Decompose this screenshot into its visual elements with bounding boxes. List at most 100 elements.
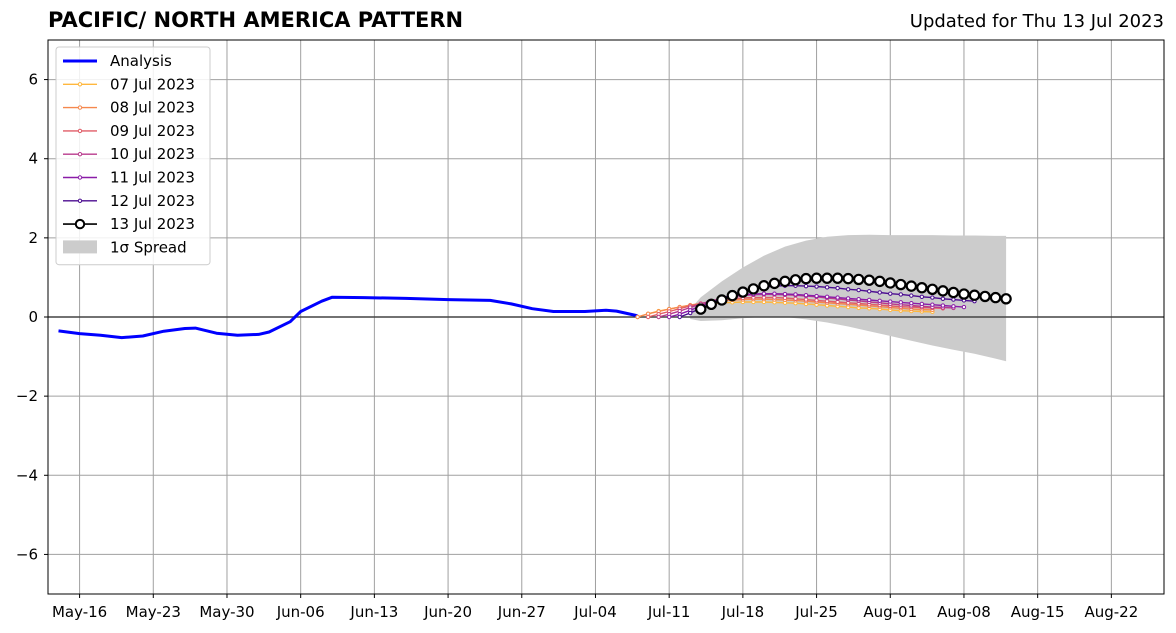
legend-entry: 09 Jul 2023 [63,122,195,140]
legend-entry: 08 Jul 2023 [63,99,195,117]
forecast-point [814,298,819,303]
forecast-point [803,293,809,298]
forecast-point [779,275,791,288]
forecast-point [845,287,851,292]
legend-marker [77,105,83,110]
legend-marker [77,82,83,87]
legend-swatch [63,240,97,254]
forecast-point [852,273,865,286]
forecast-point [947,286,960,299]
forecast-point [842,272,854,285]
x-tick-label: Aug-01 [863,603,917,621]
y-tick-label: −2 [16,387,38,405]
legend-label: 11 Jul 2023 [110,169,195,187]
forecast-point [895,278,907,291]
forecast-point [930,295,935,300]
forecast-point [874,275,886,288]
series [58,272,1012,340]
forecast-point [909,300,914,306]
forecast-point [758,280,770,292]
x-tick-label: May-16 [52,603,107,621]
legend-label: Analysis [110,52,172,70]
forecast-point [940,296,946,301]
forecast-point [803,297,809,302]
legend-entry: 1σ Spread [63,238,187,256]
x-tick-label: Jul-11 [647,603,691,621]
legend-label: 09 Jul 2023 [110,122,195,140]
forecast-point [877,290,882,295]
x-tick-label: Jun-27 [497,603,546,621]
legend-entry: 13 Jul 2023 [63,215,195,233]
legend-marker [77,152,83,157]
forecast-point [789,274,802,286]
forecast-point [645,314,651,320]
legend-entry: 10 Jul 2023 [63,145,195,163]
forecast-point [666,314,672,320]
forecast-point [793,292,798,297]
forecast-point [877,298,882,303]
forecast-point [926,283,939,295]
forecast-point [793,296,798,301]
forecast-point [979,290,991,303]
forecast-point [814,284,819,289]
legend-label: 07 Jul 2023 [110,75,195,93]
legend-box [55,46,211,266]
chart-title: PACIFIC/ NORTH AMERICA PATTERN [48,8,464,32]
y-tick-label: 0 [28,308,38,326]
legend-marker [77,128,83,134]
legend-marker [77,175,83,180]
x-tick-label: May-23 [126,603,181,621]
legend-entry: Analysis [63,52,172,70]
forecast-point [835,295,840,300]
forecast-point [705,298,717,311]
legend-entry: 11 Jul 2023 [63,169,195,187]
legend-marker [74,218,86,230]
forecast-point [688,310,693,316]
forecast-point [831,272,844,284]
forecast-point [863,274,875,286]
y-tick-label: 6 [28,71,38,89]
forecast-point [951,297,956,302]
forecast-point [824,285,830,290]
forecast-point [968,289,981,301]
forecast-point [898,300,903,305]
forecast-point [989,291,1002,304]
forecast-point [958,288,970,300]
legend-entry: 07 Jul 2023 [63,75,195,93]
forecast-point [867,297,872,303]
forecast-point [884,277,896,289]
legend: Analysis 07 Jul 2023 08 Jul 2023 09 Jul 202… [55,46,211,266]
forecast-point [845,296,851,301]
x-tick-label: Jul-04 [573,603,617,621]
forecast-point [961,304,967,310]
forecast-point [716,294,728,306]
forecast-point [824,294,830,300]
forecast-point [888,291,893,296]
forecast-point [782,291,788,297]
x-tick-label: Jun-13 [349,603,398,621]
forecast-point [930,302,935,307]
legend-marker [77,198,83,204]
analysis-line [58,295,638,340]
forecast-series-13-Jul-2023 [695,272,1012,315]
legend-label: 1σ Spread [110,238,187,256]
forecast-point [677,314,682,320]
forecast-point [919,294,925,300]
x-tick-label: Jul-18 [721,603,765,621]
forecast-point [810,272,823,284]
x-tick-label: Jun-06 [276,603,325,621]
forecast-point [803,283,809,289]
x-tick-label: Jul-25 [794,603,838,621]
forecast-point [909,293,914,298]
legend-entry: 12 Jul 2023 [63,192,195,210]
forecast-point [737,286,749,298]
forecast-point [888,299,893,304]
updated-date: Updated for Thu 13 Jul 2023 [909,11,1164,32]
forecast-point [695,303,707,315]
x-tick-label: Aug-15 [1011,603,1065,621]
forecast-point [856,296,861,302]
legend-label: 10 Jul 2023 [110,145,195,163]
axes: May-16 May-23 May-30 Jun-06 Jun-13 Jun-20 Jun-… [16,39,1165,621]
forecast-point [916,282,928,294]
y-tick-label: −4 [16,466,38,484]
